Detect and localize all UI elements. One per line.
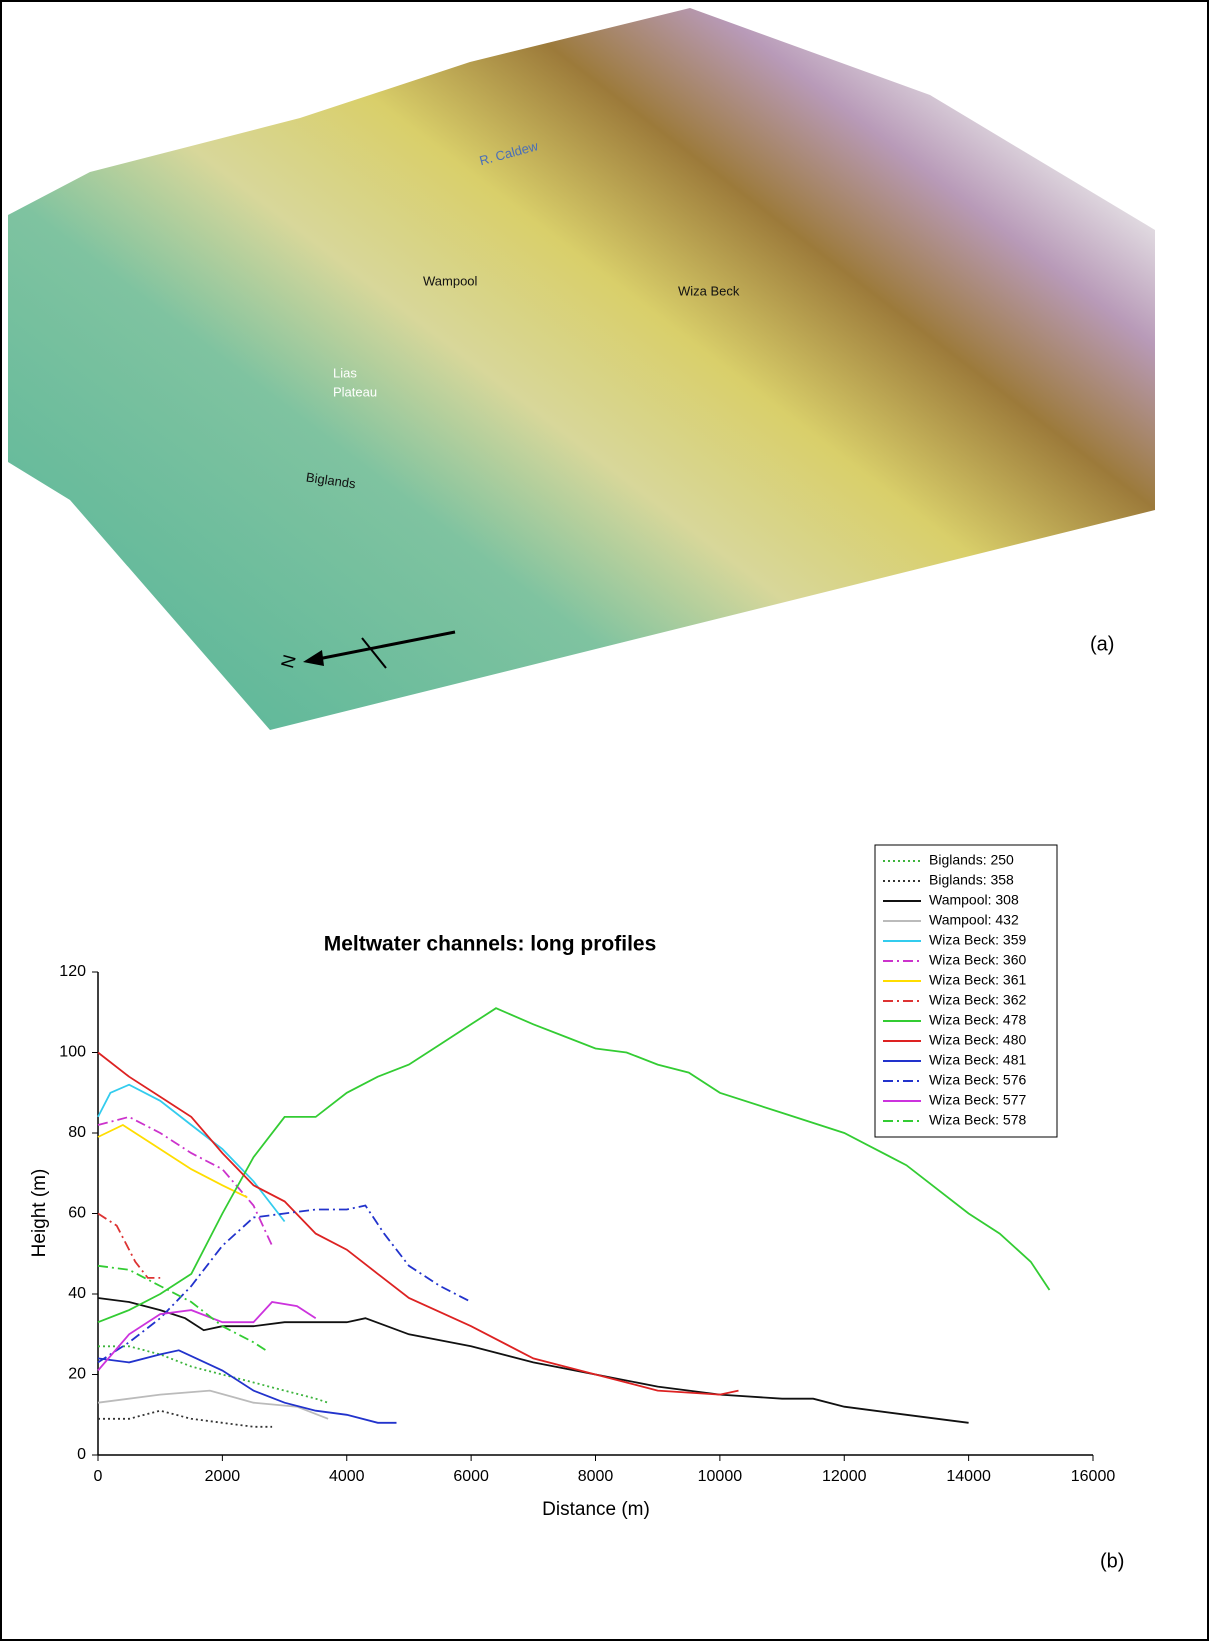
x-tick-label: 2000 bbox=[205, 1468, 241, 1485]
legend-label: Wiza Beck: 481 bbox=[929, 1052, 1026, 1068]
x-tick-label: 12000 bbox=[822, 1468, 867, 1485]
legend-label: Biglands: 250 bbox=[929, 852, 1014, 868]
legend-label: Wiza Beck: 361 bbox=[929, 972, 1026, 988]
panel-label: (a) bbox=[1090, 633, 1114, 655]
legend-label: Biglands: 358 bbox=[929, 872, 1014, 888]
map-label: Wiza Beck bbox=[678, 283, 740, 298]
legend-label: Wiza Beck: 359 bbox=[929, 932, 1026, 948]
y-tick-label: 80 bbox=[68, 1124, 86, 1141]
map-label: Plateau bbox=[333, 384, 377, 399]
x-axis-label: Distance (m) bbox=[542, 1499, 650, 1520]
x-tick-label: 10000 bbox=[698, 1468, 743, 1485]
legend-label: Wampool: 432 bbox=[929, 912, 1019, 928]
x-tick-label: 6000 bbox=[453, 1468, 489, 1485]
y-tick-label: 60 bbox=[68, 1205, 86, 1222]
legend-label: Wiza Beck: 362 bbox=[929, 992, 1026, 1008]
x-tick-label: 0 bbox=[94, 1468, 103, 1485]
y-tick-label: 40 bbox=[68, 1285, 86, 1302]
x-tick-label: 16000 bbox=[1071, 1468, 1116, 1485]
x-tick-label: 4000 bbox=[329, 1468, 365, 1485]
y-axis-label: Height (m) bbox=[29, 1169, 50, 1258]
map-label: Lias bbox=[333, 365, 357, 380]
figure: R. Caldew Wampool Wiza Beck Lias Plateau… bbox=[0, 0, 1209, 1641]
legend-label: Wiza Beck: 577 bbox=[929, 1092, 1026, 1108]
legend-label: Wiza Beck: 576 bbox=[929, 1072, 1026, 1088]
x-tick-label: 8000 bbox=[578, 1468, 614, 1485]
y-tick-label: 120 bbox=[59, 963, 86, 980]
legend-label: Wiza Beck: 578 bbox=[929, 1112, 1026, 1128]
y-tick-label: 20 bbox=[68, 1366, 86, 1383]
legend-label: Wampool: 308 bbox=[929, 892, 1019, 908]
map-label: Wampool bbox=[423, 273, 478, 288]
y-tick-label: 0 bbox=[77, 1446, 86, 1463]
panel-label: (b) bbox=[1100, 1550, 1124, 1572]
legend-label: Wiza Beck: 480 bbox=[929, 1032, 1026, 1048]
legend-label: Wiza Beck: 360 bbox=[929, 952, 1026, 968]
x-tick-label: 14000 bbox=[946, 1468, 991, 1485]
legend-label: Wiza Beck: 478 bbox=[929, 1012, 1026, 1028]
y-tick-label: 100 bbox=[59, 1044, 86, 1061]
chart-title: Meltwater channels: long profiles bbox=[324, 933, 657, 956]
